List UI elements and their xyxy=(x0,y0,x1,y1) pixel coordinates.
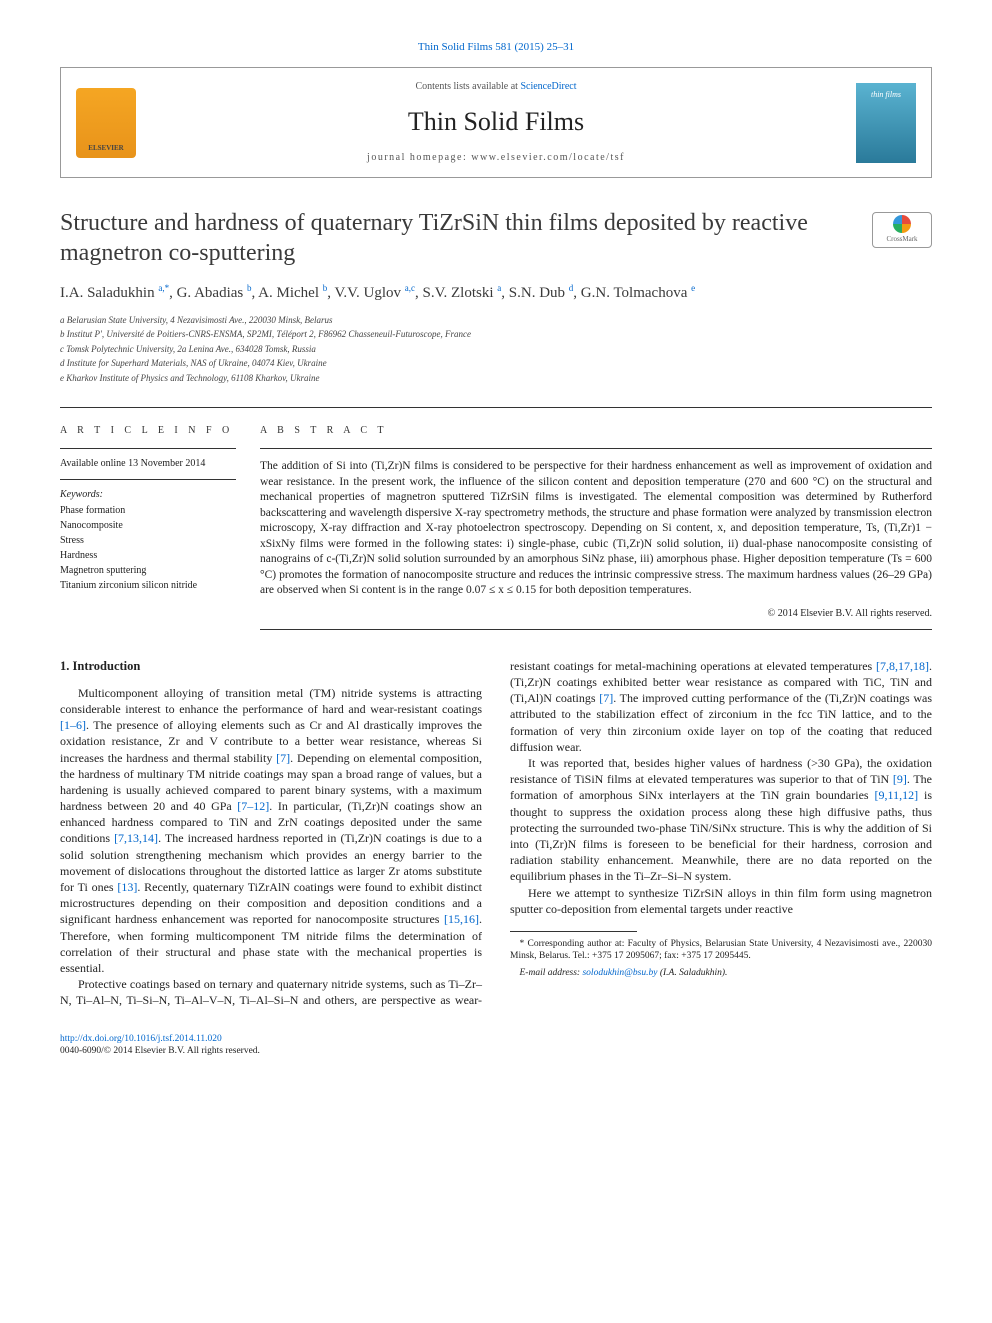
affiliation-item: c Tomsk Polytechnic University, 2a Lenin… xyxy=(60,343,932,357)
ref-link-15-16[interactable]: [15,16] xyxy=(444,912,479,926)
affiliation-item: e Kharkov Institute of Physics and Techn… xyxy=(60,372,932,386)
contents-line: Contents lists available at ScienceDirec… xyxy=(151,80,841,94)
email-footnote: E-mail address: solodukhin@bsu.by (I.A. … xyxy=(510,967,932,979)
contents-prefix: Contents lists available at xyxy=(415,81,520,92)
article-info-heading: A R T I C L E I N F O xyxy=(60,424,236,438)
journal-header-center: Contents lists available at ScienceDirec… xyxy=(151,68,841,176)
journal-header: ELSEVIER Contents lists available at Sci… xyxy=(60,67,932,177)
affiliations: a Belarusian State University, 4 Nezavis… xyxy=(60,314,932,386)
article-info: A R T I C L E I N F O Available online 1… xyxy=(60,424,260,630)
issn-copyright: 0040-6090/© 2014 Elsevier B.V. All right… xyxy=(60,1046,260,1056)
ref-link-7b[interactable]: [7] xyxy=(599,691,613,705)
ref-link-7a[interactable]: [7] xyxy=(276,751,290,765)
ref-link-7-12[interactable]: [7–12] xyxy=(237,799,269,813)
keyword-item: Nanocomposite xyxy=(60,519,236,533)
journal-cover-cell: thin films xyxy=(841,68,931,176)
ref-link-9[interactable]: [9] xyxy=(893,772,907,786)
affiliation-item: b Institut P', Université de Poitiers-CN… xyxy=(60,328,932,342)
body-columns: 1. Introduction Multicomponent alloying … xyxy=(60,658,932,1009)
footnote-separator xyxy=(510,931,637,932)
article-title: Structure and hardness of quaternary TiZ… xyxy=(60,208,852,268)
info-divider-2 xyxy=(60,479,236,480)
abstract-divider-bottom xyxy=(260,629,932,630)
crossmark-icon xyxy=(893,215,911,233)
authors: I.A. Saladukhin a,*, G. Abadias b, A. Mi… xyxy=(60,282,932,304)
email-name: (I.A. Saladukhin). xyxy=(657,968,727,978)
homepage-line: journal homepage: www.elsevier.com/locat… xyxy=(151,151,841,165)
top-citation: Thin Solid Films 581 (2015) 25–31 xyxy=(60,40,932,55)
abstract-divider-top xyxy=(260,448,932,449)
info-divider-1 xyxy=(60,448,236,449)
journal-cover: thin films xyxy=(856,83,916,163)
keywords-list: Phase formationNanocompositeStressHardne… xyxy=(60,504,236,593)
email-label: E-mail address: xyxy=(520,968,583,978)
ref-link-7-8-17-18[interactable]: [7,8,17,18] xyxy=(876,659,929,673)
abstract-column: A B S T R A C T The addition of Si into … xyxy=(260,424,932,630)
intro-paragraph-3: It was reported that, besides higher val… xyxy=(510,755,932,885)
keyword-item: Stress xyxy=(60,534,236,548)
intro-paragraph-4: Here we attempt to synthesize TiZrSiN al… xyxy=(510,885,932,917)
publisher-logo-cell: ELSEVIER xyxy=(61,68,151,176)
abstract-copyright: © 2014 Elsevier B.V. All rights reserved… xyxy=(260,607,932,621)
keyword-item: Magnetron sputtering xyxy=(60,564,236,578)
keyword-item: Phase formation xyxy=(60,504,236,518)
email-link[interactable]: solodukhin@bsu.by xyxy=(582,968,657,978)
homepage-prefix: journal homepage: xyxy=(367,152,471,163)
intro-p3-a: It was reported that, besides higher val… xyxy=(510,756,932,786)
ref-link-9-11-12[interactable]: [9,11,12] xyxy=(875,788,919,802)
abstract-heading: A B S T R A C T xyxy=(260,424,932,438)
affiliation-item: d Institute for Superhard Materials, NAS… xyxy=(60,357,932,371)
available-online: Available online 13 November 2014 xyxy=(60,457,236,471)
keywords-label: Keywords: xyxy=(60,488,236,502)
ref-link-7-13-14[interactable]: [7,13,14] xyxy=(114,831,158,845)
intro-paragraph-1: Multicomponent alloying of transition me… xyxy=(60,685,482,976)
crossmark-badge[interactable]: CrossMark xyxy=(872,212,932,248)
intro-p3-c: is thought to suppress the oxidation pro… xyxy=(510,788,932,883)
section-heading-intro: 1. Introduction xyxy=(60,658,482,675)
corresponding-author-footnote: * Corresponding author at: Faculty of Ph… xyxy=(510,938,932,963)
keyword-item: Titanium zirconium silicon nitride xyxy=(60,579,236,593)
title-row: Structure and hardness of quaternary TiZ… xyxy=(60,208,932,268)
crossmark-label: CrossMark xyxy=(886,235,917,245)
sciencedirect-link[interactable]: ScienceDirect xyxy=(520,81,576,92)
keyword-item: Hardness xyxy=(60,549,236,563)
doi-link[interactable]: http://dx.doi.org/10.1016/j.tsf.2014.11.… xyxy=(60,1034,222,1044)
abstract-text: The addition of Si into (Ti,Zr)N films i… xyxy=(260,459,932,599)
homepage-url[interactable]: www.elsevier.com/locate/tsf xyxy=(471,152,625,163)
info-abstract-row: A R T I C L E I N F O Available online 1… xyxy=(60,407,932,630)
elsevier-logo: ELSEVIER xyxy=(76,88,136,158)
affiliation-item: a Belarusian State University, 4 Nezavis… xyxy=(60,314,932,328)
page-footer: http://dx.doi.org/10.1016/j.tsf.2014.11.… xyxy=(60,1033,932,1058)
top-citation-link[interactable]: Thin Solid Films 581 (2015) 25–31 xyxy=(418,41,574,53)
ref-link-13[interactable]: [13] xyxy=(117,880,137,894)
ref-link-1-6[interactable]: [1–6] xyxy=(60,718,86,732)
intro-p1-a: Multicomponent alloying of transition me… xyxy=(60,686,482,716)
journal-name: Thin Solid Films xyxy=(151,104,841,140)
